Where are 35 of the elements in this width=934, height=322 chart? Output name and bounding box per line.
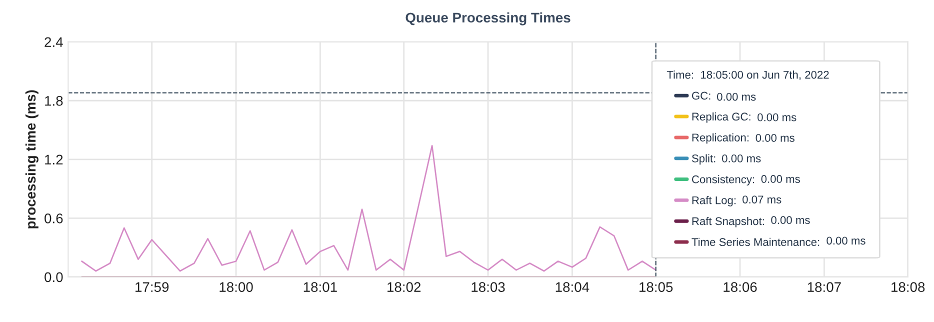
legend-label: Replication: (692, 133, 748, 144)
annotation: 0.00 ms (722, 154, 761, 162)
legend-label: Time Series Maintenance: (692, 238, 820, 246)
annotation: 0.00 ms (771, 216, 810, 224)
y-tick-label: 1.2 (45, 154, 63, 164)
legend-label: Consistency: (692, 175, 754, 186)
legend-title: Time: 18:05:00 on Jun 7th, 2022 (666, 70, 829, 80)
x-tick-label: 17:59 (136, 282, 169, 292)
legend-label: GC: (692, 92, 710, 100)
y-axis-title: processing time (ms) (25, 90, 38, 228)
legend-label: Split: (692, 154, 716, 165)
y-tick-label: 1.8 (45, 96, 63, 106)
legend-label: Replica GC: (692, 112, 750, 123)
annotation: 0.00 ms (717, 92, 756, 101)
x-tick-label: 18:04 (556, 282, 590, 292)
y-tick-label: 0.6 (44, 213, 63, 224)
x-tick-label: 18:07 (808, 282, 841, 292)
x-tick-label: 18:01 (304, 282, 337, 292)
y-tick-label: 2.4 (44, 37, 63, 47)
annotation: 0.00 ms (826, 236, 866, 245)
x-tick-label: 18:06 (724, 282, 757, 292)
line-series (81, 144, 657, 272)
annotation: 0.00 ms (756, 134, 794, 142)
x-tick-label: 18:00 (220, 282, 253, 292)
annotation: 0.00 ms (758, 113, 796, 122)
annotation: 0.00 ms (761, 175, 800, 183)
legend-label: Raft Snapshot: (692, 216, 764, 228)
chart-title: Queue Processing Times (406, 12, 570, 26)
x-tick-label: 18:03 (472, 282, 505, 292)
x-tick-label: 18:05 (640, 282, 673, 292)
x-tick-label: 18:08 (892, 282, 925, 292)
annotation: 0.07 ms (742, 196, 782, 204)
legend-label: Raft Log: (692, 196, 736, 206)
x-tick-label: 18:02 (388, 282, 421, 292)
y-tick-label: 0.0 (44, 272, 63, 282)
